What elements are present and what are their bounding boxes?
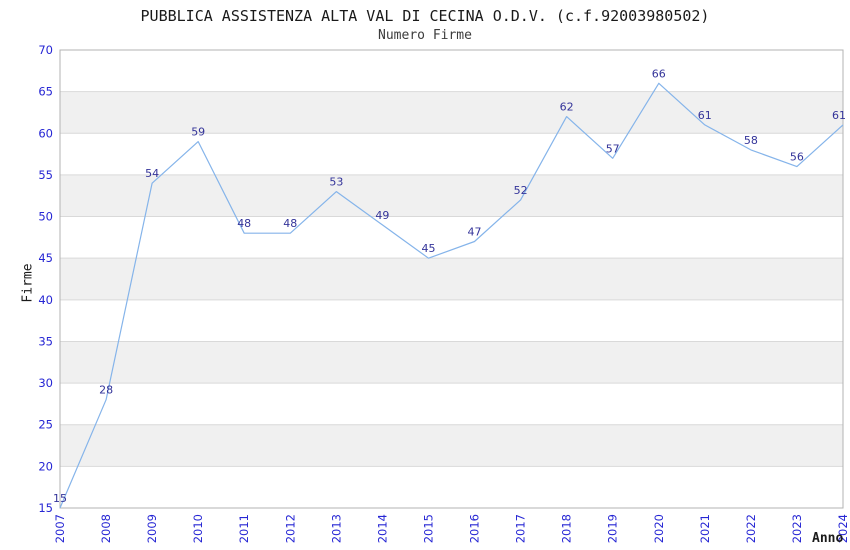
x-tick-label: 2020	[652, 514, 666, 543]
chart-subtitle: Numero Firme	[378, 28, 472, 43]
x-tick-label: 2017	[514, 514, 528, 543]
y-tick-label: 45	[38, 251, 53, 265]
y-tick-label: 70	[38, 43, 53, 57]
plot-frame	[59, 49, 844, 509]
x-tick-label: 2016	[468, 514, 482, 543]
x-tick-label: 2013	[329, 514, 343, 543]
grid-band	[60, 424, 843, 467]
x-tick-label: 2022	[744, 514, 758, 543]
data-point-label: 48	[237, 217, 251, 230]
data-point-label: 61	[832, 109, 846, 122]
x-tick-label: 2011	[237, 514, 251, 543]
chart-title: PUBBLICA ASSISTENZA ALTA VAL DI CECINA O…	[140, 7, 710, 25]
data-point-label: 45	[422, 242, 436, 255]
x-tick-label: 2018	[560, 514, 574, 543]
data-point-label: 47	[468, 226, 482, 239]
y-tick-label: 25	[38, 418, 53, 432]
data-point-label: 54	[145, 167, 159, 180]
data-point-label: 59	[191, 126, 205, 139]
grid-band	[60, 341, 843, 384]
data-point-label: 28	[99, 384, 113, 397]
x-tick-label: 2008	[99, 514, 113, 543]
x-tick-label: 2007	[53, 514, 67, 543]
x-tick-label: 2012	[283, 514, 297, 543]
y-tick-label: 30	[38, 376, 53, 390]
x-tick-label: 2023	[790, 514, 804, 543]
y-tick-label: 35	[38, 334, 53, 348]
data-point-label: 48	[283, 217, 297, 230]
data-point-label: 52	[514, 184, 528, 197]
y-tick-label: 65	[38, 85, 53, 99]
x-tick-label: 2024	[836, 514, 850, 543]
data-point-label: 49	[375, 209, 389, 222]
y-tick-label: 40	[38, 293, 53, 307]
y-tick-label: 20	[38, 459, 53, 473]
x-tick-label: 2009	[145, 514, 159, 543]
x-tick-label: 2010	[191, 514, 205, 543]
data-point-label: 15	[53, 492, 67, 505]
data-point-label: 62	[560, 101, 574, 114]
x-tick-label: 2015	[421, 514, 435, 543]
data-point-label: 61	[698, 109, 712, 122]
y-tick-label: 15	[38, 501, 53, 515]
x-tick-label: 2019	[606, 514, 620, 543]
y-tick-label: 60	[38, 126, 53, 140]
y-tick-label: 50	[38, 210, 53, 224]
x-tick-label: 2021	[698, 514, 712, 543]
data-series-line	[59, 82, 844, 509]
y-tick-label: 55	[38, 168, 53, 182]
x-tick-label: 2014	[375, 514, 389, 543]
grid-band	[60, 174, 843, 217]
x-axis-title: Anno	[812, 531, 844, 546]
data-point-label: 53	[329, 176, 343, 189]
grid-band	[60, 91, 843, 134]
data-point-label: 56	[790, 151, 804, 164]
data-point-label: 58	[744, 134, 758, 147]
data-point-label: 66	[652, 67, 666, 80]
data-point-label: 57	[606, 142, 620, 155]
grid-band	[60, 258, 843, 300]
